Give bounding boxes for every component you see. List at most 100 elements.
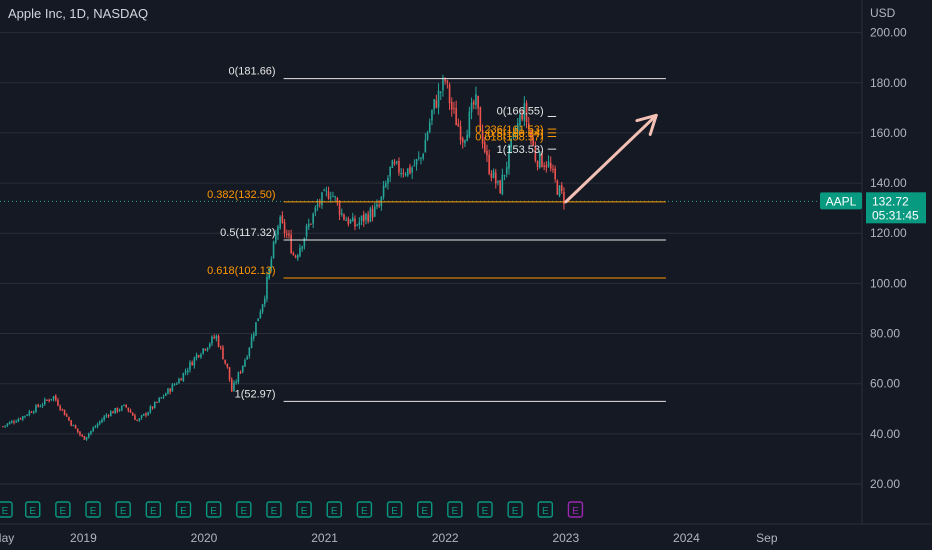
earnings-marker[interactable] bbox=[205, 501, 222, 518]
candle-body bbox=[171, 384, 174, 392]
candle-body bbox=[169, 388, 171, 392]
earnings-marker-letter: E bbox=[331, 506, 338, 517]
candle-body bbox=[393, 162, 396, 164]
candle-body bbox=[48, 400, 50, 402]
price-tick-label: 100.00 bbox=[870, 276, 907, 290]
earnings-marker[interactable] bbox=[85, 501, 101, 518]
fib-small-label: 1(153.53) bbox=[497, 144, 544, 156]
candle-body bbox=[147, 412, 149, 416]
candle-body bbox=[272, 241, 275, 259]
candle-body bbox=[560, 185, 563, 191]
candle-body bbox=[274, 234, 277, 243]
earnings-marker[interactable] bbox=[537, 501, 553, 518]
candle-body bbox=[259, 311, 262, 319]
candle-countdown: 05:31:45 bbox=[872, 208, 919, 222]
candle-body bbox=[61, 409, 64, 411]
time-tick-label: 2021 bbox=[311, 531, 338, 545]
candle-body bbox=[519, 114, 521, 126]
candle-body bbox=[103, 416, 105, 420]
candle-body bbox=[195, 354, 198, 359]
candle-body bbox=[488, 154, 490, 174]
candle-body bbox=[173, 384, 176, 386]
earnings-marker[interactable] bbox=[447, 501, 463, 518]
earnings-marker[interactable] bbox=[567, 501, 584, 518]
candle-body bbox=[17, 419, 20, 422]
candle-body bbox=[501, 174, 504, 195]
candle-body bbox=[486, 150, 488, 156]
candle-body bbox=[310, 223, 312, 225]
candle-body bbox=[558, 185, 561, 196]
candle-body bbox=[459, 126, 462, 141]
earnings-marker-letter: E bbox=[120, 506, 127, 517]
earnings-marker[interactable] bbox=[0, 501, 13, 518]
candle-body bbox=[305, 225, 308, 237]
candle-body bbox=[398, 160, 400, 173]
earnings-marker[interactable] bbox=[25, 501, 41, 518]
candle-body bbox=[15, 421, 17, 423]
candle-body bbox=[554, 168, 556, 180]
candle-body bbox=[24, 415, 26, 417]
candle-body bbox=[444, 79, 446, 82]
earnings-marker[interactable] bbox=[266, 501, 282, 518]
fib-small-label: 0.5(160.04) bbox=[487, 128, 543, 140]
candle-body bbox=[164, 393, 167, 396]
candle-body bbox=[112, 411, 114, 414]
candle-body bbox=[131, 413, 134, 416]
candle-body bbox=[294, 255, 297, 258]
earnings-marker[interactable] bbox=[386, 501, 403, 518]
candle-body bbox=[178, 379, 180, 384]
earnings-marker[interactable] bbox=[507, 501, 523, 518]
earnings-marker-letter: E bbox=[29, 506, 36, 517]
candle-body bbox=[129, 410, 132, 413]
candle-body bbox=[290, 234, 292, 254]
candle-body bbox=[453, 107, 455, 109]
time-tick-label: 2024 bbox=[673, 531, 700, 545]
candle-body bbox=[268, 268, 270, 279]
candle-body bbox=[43, 399, 46, 405]
candle-body bbox=[479, 107, 482, 131]
candle-body bbox=[50, 398, 53, 401]
time-tick-label: May bbox=[0, 531, 14, 545]
earnings-marker[interactable] bbox=[115, 501, 131, 518]
candle-body bbox=[497, 180, 499, 183]
fib-level-label: 0.382(132.50) bbox=[207, 189, 276, 201]
candle-body bbox=[527, 123, 530, 130]
candle-body bbox=[279, 216, 281, 229]
candle-body bbox=[90, 430, 92, 434]
candle-body bbox=[303, 237, 306, 247]
earnings-marker-letter: E bbox=[60, 506, 67, 517]
candle-body bbox=[547, 161, 550, 167]
candle-body bbox=[59, 406, 61, 410]
candle-body bbox=[180, 379, 182, 381]
candle-body bbox=[35, 405, 37, 412]
candle-body bbox=[318, 203, 321, 205]
candle-body bbox=[321, 192, 323, 206]
earnings-marker[interactable] bbox=[356, 501, 373, 518]
candle-body bbox=[391, 160, 394, 168]
fib-level-label: 1(52.97) bbox=[235, 388, 276, 400]
candle-body bbox=[288, 233, 290, 236]
candle-body bbox=[338, 202, 341, 215]
candle-body bbox=[422, 154, 424, 159]
earnings-marker[interactable] bbox=[416, 501, 433, 518]
earnings-marker[interactable] bbox=[326, 501, 342, 518]
fib-level-label: 0(181.66) bbox=[229, 66, 276, 78]
candle-body bbox=[340, 212, 343, 215]
earnings-marker[interactable] bbox=[477, 501, 493, 518]
earnings-marker[interactable] bbox=[236, 501, 252, 518]
earnings-marker[interactable] bbox=[175, 501, 192, 518]
earnings-marker[interactable] bbox=[296, 501, 312, 518]
candle-body bbox=[428, 122, 431, 132]
candle-body bbox=[120, 405, 123, 411]
candle-body bbox=[534, 147, 537, 161]
candle-body bbox=[244, 360, 246, 367]
earnings-marker[interactable] bbox=[145, 501, 162, 518]
earnings-marker-letter: E bbox=[542, 506, 549, 517]
candle-body bbox=[431, 110, 433, 121]
candle-body bbox=[94, 426, 97, 428]
candle-body bbox=[158, 398, 160, 402]
earnings-marker[interactable] bbox=[55, 501, 71, 518]
candle-body bbox=[202, 348, 204, 354]
candle-body bbox=[134, 415, 136, 420]
